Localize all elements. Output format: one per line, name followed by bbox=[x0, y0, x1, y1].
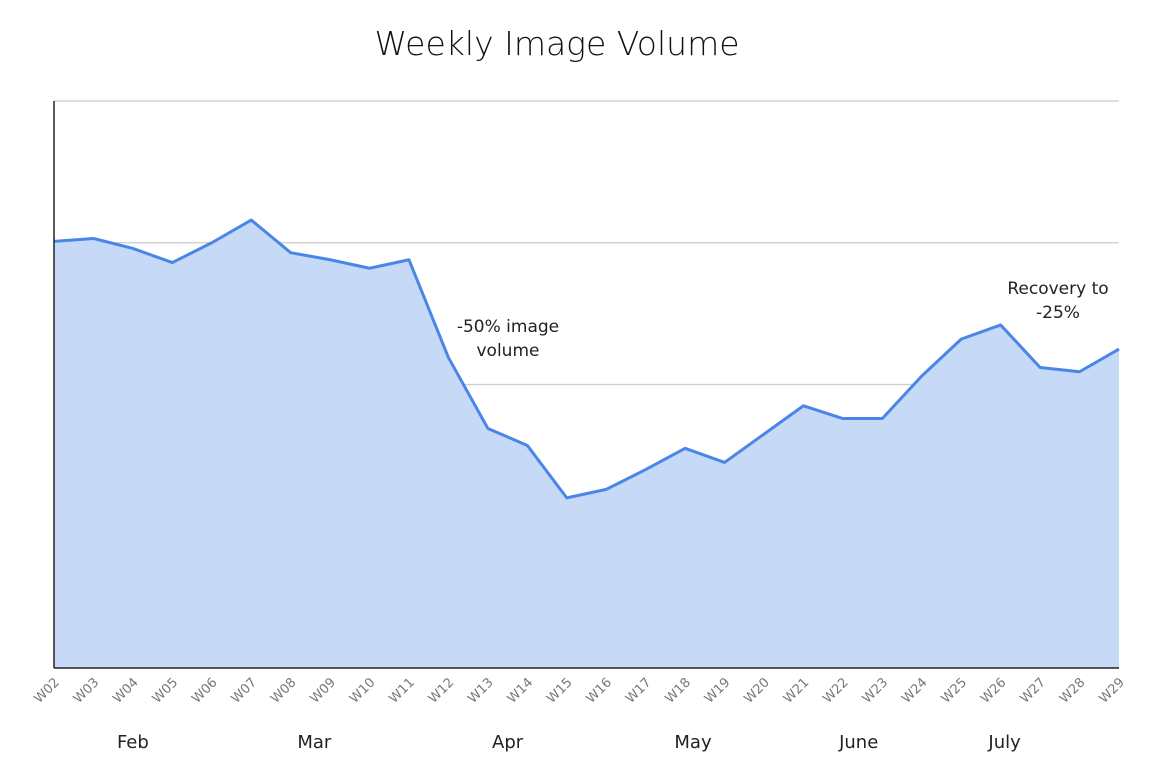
series-line bbox=[53, 218, 1120, 500]
x-tick-label: W23 bbox=[860, 675, 891, 706]
month-label: May bbox=[674, 732, 712, 753]
annotation-line: -25% bbox=[1036, 303, 1080, 323]
month-label: July bbox=[987, 732, 1021, 753]
x-tick-label: W08 bbox=[268, 675, 299, 706]
annotation-line: volume bbox=[477, 341, 540, 361]
annotation: -50% image volume bbox=[457, 317, 559, 361]
x-tick-label: W29 bbox=[1096, 675, 1127, 706]
x-tick-label: W13 bbox=[465, 675, 496, 706]
x-tick-label: W04 bbox=[110, 675, 141, 706]
x-tick-label: W28 bbox=[1057, 675, 1088, 706]
x-tick-label: W26 bbox=[978, 675, 1009, 706]
month-label: Apr bbox=[492, 732, 524, 753]
chart-title: Weekly Image Volume bbox=[374, 24, 739, 63]
x-tick-label: W16 bbox=[584, 675, 615, 706]
annotation-line: Recovery to bbox=[1007, 279, 1108, 299]
x-tick-label: W21 bbox=[781, 675, 812, 706]
x-tick-label: W20 bbox=[741, 675, 772, 706]
x-tick-label: W19 bbox=[702, 675, 733, 706]
x-tick-label: W15 bbox=[544, 675, 575, 706]
x-tick-label: W17 bbox=[623, 675, 654, 706]
x-tick-label: W27 bbox=[1018, 675, 1049, 706]
area-fill bbox=[54, 220, 1119, 668]
month-label: June bbox=[838, 732, 878, 753]
month-label: Mar bbox=[297, 732, 332, 753]
x-tick-label: W14 bbox=[505, 675, 536, 706]
annotation: Recovery to -25% bbox=[1007, 279, 1108, 323]
x-tick-label: W07 bbox=[229, 675, 260, 706]
x-tick-label: W11 bbox=[386, 675, 417, 706]
x-tick-label: W02 bbox=[31, 675, 62, 706]
x-tick-label: W09 bbox=[308, 675, 339, 706]
month-label: Feb bbox=[117, 732, 149, 753]
x-tick-label: W06 bbox=[189, 675, 220, 706]
x-tick-label: W03 bbox=[71, 675, 102, 706]
x-tick-label: W25 bbox=[939, 675, 970, 706]
x-tick-label: W10 bbox=[347, 675, 378, 706]
x-tick-label: W24 bbox=[899, 675, 930, 706]
x-tick-label: W18 bbox=[663, 675, 694, 706]
annotation-line: -50% image bbox=[457, 317, 559, 337]
x-tick-label: W05 bbox=[150, 675, 181, 706]
x-tick-label: W22 bbox=[820, 675, 851, 706]
x-tick-label: W12 bbox=[426, 675, 457, 706]
